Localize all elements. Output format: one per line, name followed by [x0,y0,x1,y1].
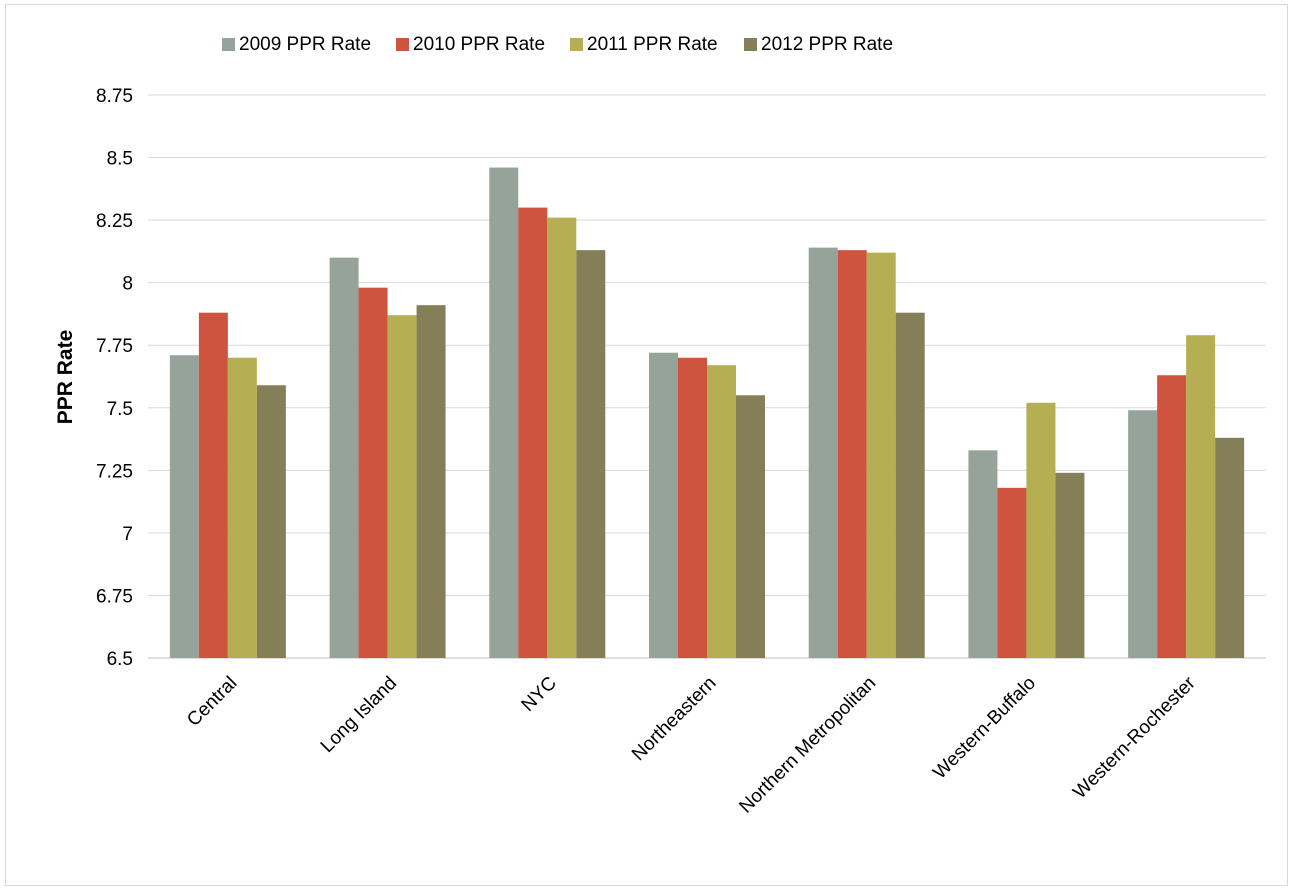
y-tick-label: 6.5 [107,649,133,670]
y-tick-label: 8.25 [96,211,133,232]
bar-3-3 [547,217,577,658]
y-tick-label: 7.75 [96,336,133,357]
y-tick-label: 6.75 [96,586,133,607]
bar-3-5 [866,252,896,658]
bar-3-7 [1186,335,1216,658]
y-tick-label: 8.75 [96,86,133,107]
x-tick-label: Western-Buffalo [929,673,1040,784]
bar-1-5 [808,247,838,658]
legend-swatch [222,38,235,51]
bar-2-6 [997,487,1027,658]
bar-1-2 [329,257,359,658]
chart-frame [5,4,1288,886]
bar-3-2 [387,315,417,658]
x-tick-label: Central [183,673,241,731]
y-tick-label: 7 [122,524,133,545]
bar-4-2 [416,305,446,658]
legend-swatch [570,38,583,51]
bar-2-7 [1157,375,1187,658]
bar-4-1 [256,385,286,658]
y-tick-label: 8.5 [107,149,133,170]
bar-1-1 [169,355,199,658]
bar-2-2 [358,287,388,658]
y-tick-labels: 6.5 6.75 7 7.25 7.5 7.75 8 8.25 8.5 8.75 [96,86,133,670]
legend-label: 2011 PPR Rate [587,34,718,55]
bar-2-5 [837,250,867,659]
x-tick-label: Western-Rochester [1069,672,1200,803]
bar-1-4 [649,352,678,658]
bar-4-7 [1215,437,1245,658]
x-tick-label: NYC [518,673,561,716]
x-tick-labels: Central Long Island NYC Northeastern Norther… [183,672,1200,817]
legend: 2009 PPR Rate 2010 PPR Rate 2011 PPR Rate 2… [222,34,893,55]
legend-swatch [744,38,757,51]
x-tick-label: Northern Metropolitan [735,673,880,818]
bar-1-6 [968,450,998,658]
y-tick-label: 7.5 [107,399,133,420]
bar-1-3 [489,167,519,658]
bar-4-6 [1055,472,1085,658]
y-tick-label: 7.25 [96,461,133,482]
bar-2-3 [518,207,548,658]
legend-swatch [396,38,409,51]
bar-2-4 [678,357,707,658]
legend-label: 2012 PPR Rate [761,34,893,55]
bar-3-6 [1026,402,1056,658]
bar-4-3 [576,250,606,659]
bar-1-7 [1128,410,1158,658]
legend-label: 2010 PPR Rate [413,34,545,55]
bar-4-5 [895,312,925,658]
x-tick-label: Long Island [317,673,401,757]
bar-2-1 [198,312,228,658]
x-tick-label: Northeastern [628,673,721,766]
bars [169,167,1245,659]
bar-4-4 [736,395,765,658]
legend-label: 2009 PPR Rate [239,34,371,55]
bar-3-4 [707,365,736,658]
y-axis-label: PPR Rate [54,330,77,425]
y-tick-label: 8 [122,274,133,295]
bar-3-1 [227,357,257,658]
